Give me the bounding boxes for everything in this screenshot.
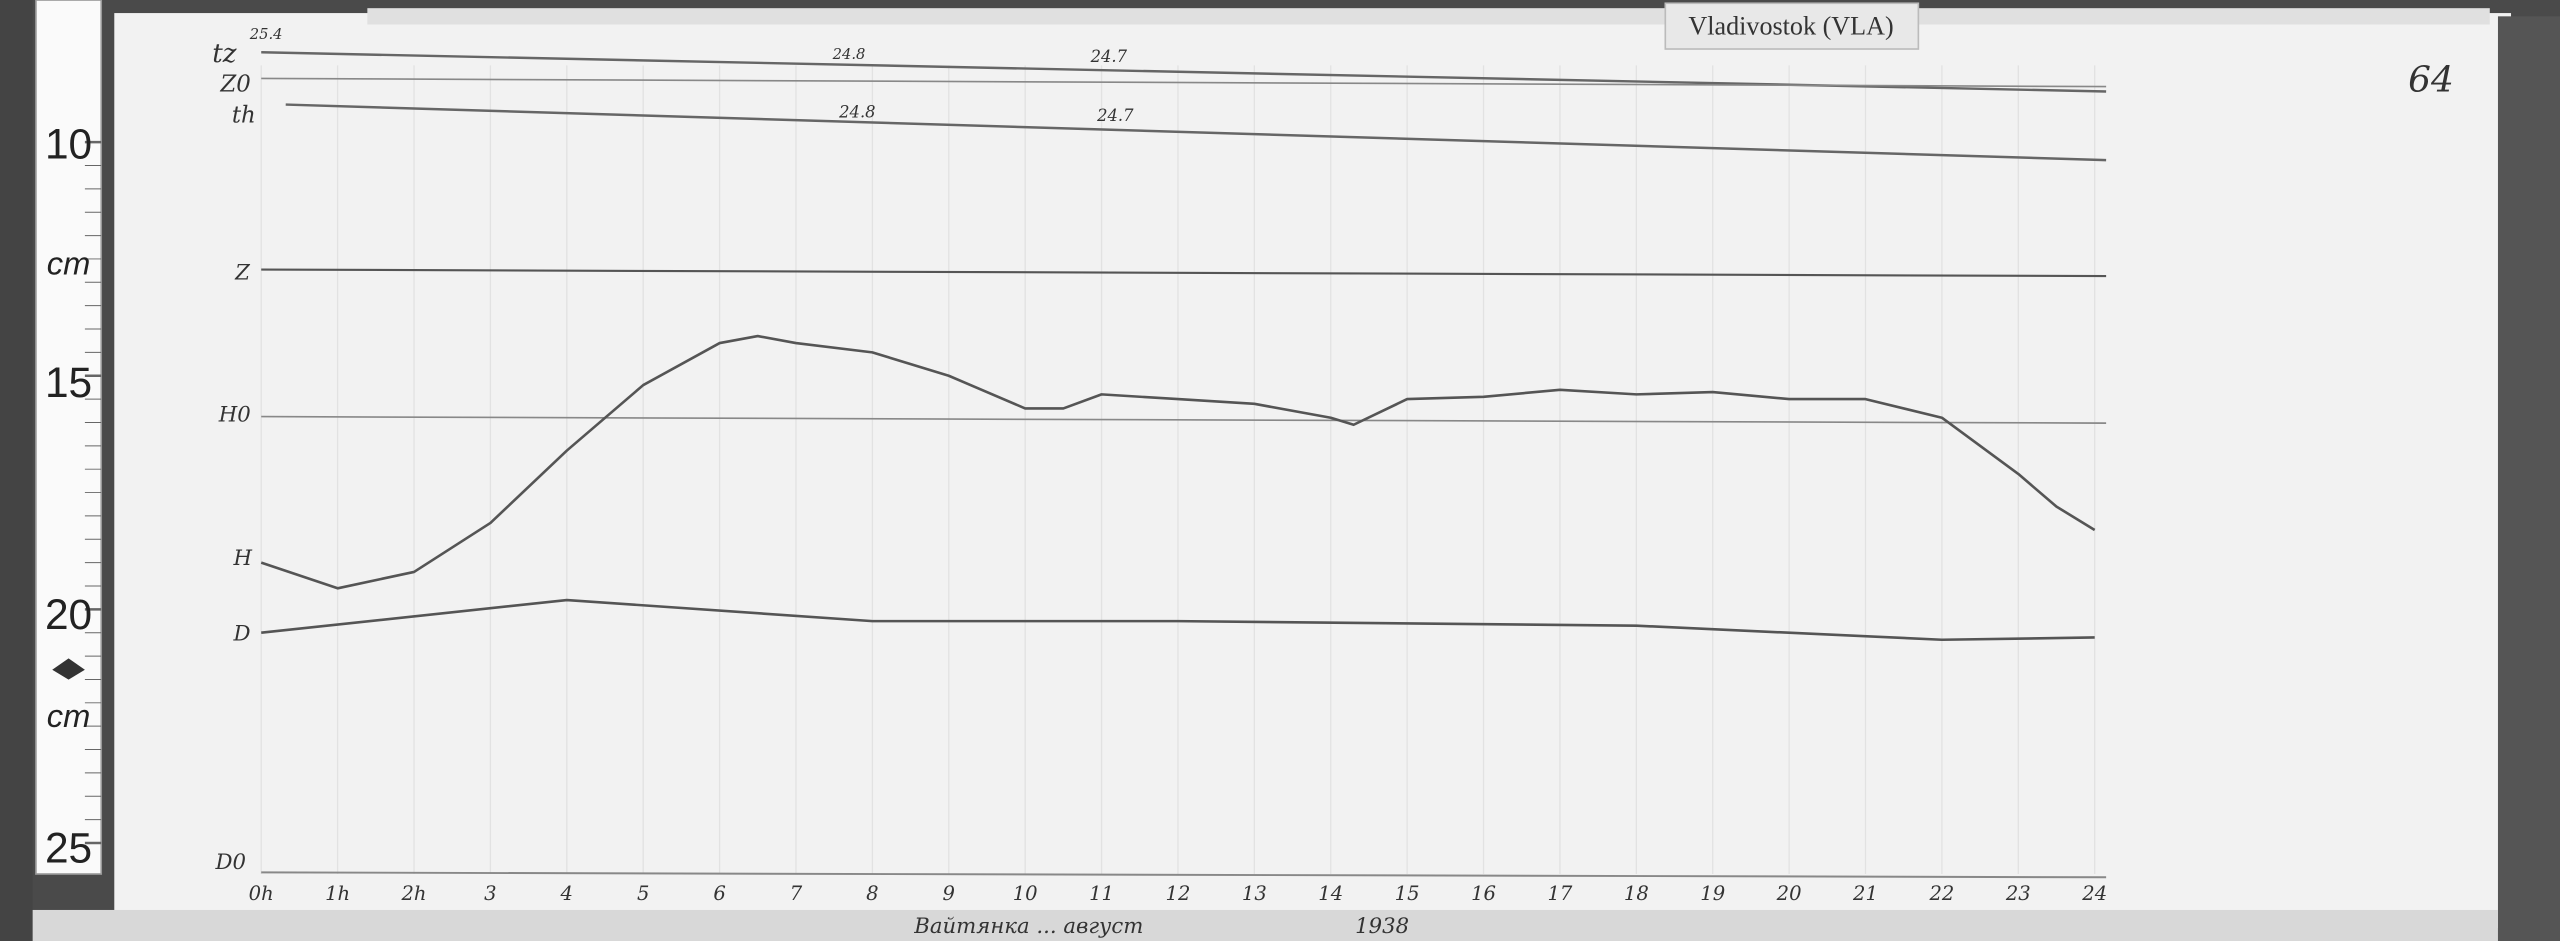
trace-label-d: D (232, 621, 250, 646)
hour-tick-label: 12 (1166, 882, 1191, 905)
trace-label-z0: Z0 (219, 71, 250, 97)
z0-baseline (261, 77, 2107, 88)
ruler-label: 20 (45, 591, 92, 638)
h0-baseline (261, 415, 2107, 424)
board-left (0, 0, 33, 941)
scale-ruler (35, 0, 103, 875)
date-note: 1938 (1355, 914, 1409, 939)
hour-tick-label: 24 (2081, 882, 2107, 905)
trace-label-h: H (232, 546, 252, 571)
page-number: 64 (2408, 59, 2454, 100)
temp-mark: 25.4 (249, 26, 283, 43)
hour-tick-label: 13 (1242, 882, 1267, 905)
hour-tick-label: 16 (1471, 882, 1496, 905)
hour-tick-label: 4 (560, 882, 573, 905)
ruler-label: cm (47, 697, 91, 734)
hour-tick-label: 0h (249, 882, 274, 905)
hour-tick-label: 6 (713, 882, 725, 905)
station-label-box (1664, 2, 1920, 50)
th-baseline (285, 103, 2107, 162)
hour-tick-label: 15 (1395, 882, 1420, 905)
ruler-label: 15 (45, 359, 92, 406)
hour-tick-label: 10 (1013, 882, 1038, 905)
d0-baseline (261, 871, 2107, 879)
hour-labels: 0h 1h 2h 3 4 5 6 7 8 9 10 11 12 13 14 15 16 17 18 19 20 21 22 2… (249, 882, 2107, 905)
paper-sheet (114, 13, 2512, 928)
hour-tick-label: 2h (400, 882, 426, 905)
z-trace (261, 268, 2107, 278)
station-label: Vladivostok (VLA) (1688, 11, 1893, 40)
hour-tick-label: 19 (1700, 882, 1725, 905)
hour-tick-label: 14 (1318, 882, 1343, 905)
hour-grid (260, 65, 2096, 875)
trace-label-th: th (232, 103, 256, 129)
trace-label-z: Z (234, 260, 251, 285)
series-d-trace (261, 598, 2095, 642)
ruler-label: cm (47, 244, 91, 281)
board-edge (2497, 16, 2560, 941)
hour-tick-label: 7 (790, 882, 803, 905)
temp-mark: 24.8 (832, 46, 866, 63)
ruler-label: 25 (45, 825, 92, 872)
trace-label-d0: D0 (215, 850, 247, 875)
ruler-ticks (84, 140, 102, 845)
hour-tick-label: 5 (637, 882, 649, 905)
trace-label-tz: tz (212, 39, 236, 69)
hour-tick-label: 11 (1089, 882, 1114, 905)
series-h-trace (260, 334, 2096, 590)
eye-icon (52, 658, 85, 680)
hour-tick-label: 23 (2005, 882, 2031, 905)
top-strip (367, 8, 2490, 25)
hour-tick-label: 20 (1776, 882, 1802, 905)
hour-tick-label: 9 (943, 882, 955, 905)
hour-tick-label: 18 (1624, 882, 1649, 905)
ruler-label: 10 (45, 120, 92, 167)
hour-tick-label: 8 (866, 882, 878, 905)
hour-tick-label: 1h (325, 882, 350, 905)
series-traces (260, 334, 2096, 642)
hour-tick-label: 21 (1852, 882, 1878, 905)
temp-mark: 24.7 (1090, 47, 1128, 66)
temp-mark: 24.8 (838, 103, 875, 122)
hour-tick-label: 22 (1928, 882, 1954, 905)
footer-note: Вайтянка ... август (913, 914, 1143, 939)
temp-mark: 24.7 (1096, 106, 1134, 125)
bottom-strip (32, 909, 2498, 941)
hour-tick-label: 3 (484, 882, 496, 905)
trace-label-h0: H0 (218, 402, 251, 427)
hour-tick-label: 17 (1547, 882, 1572, 905)
